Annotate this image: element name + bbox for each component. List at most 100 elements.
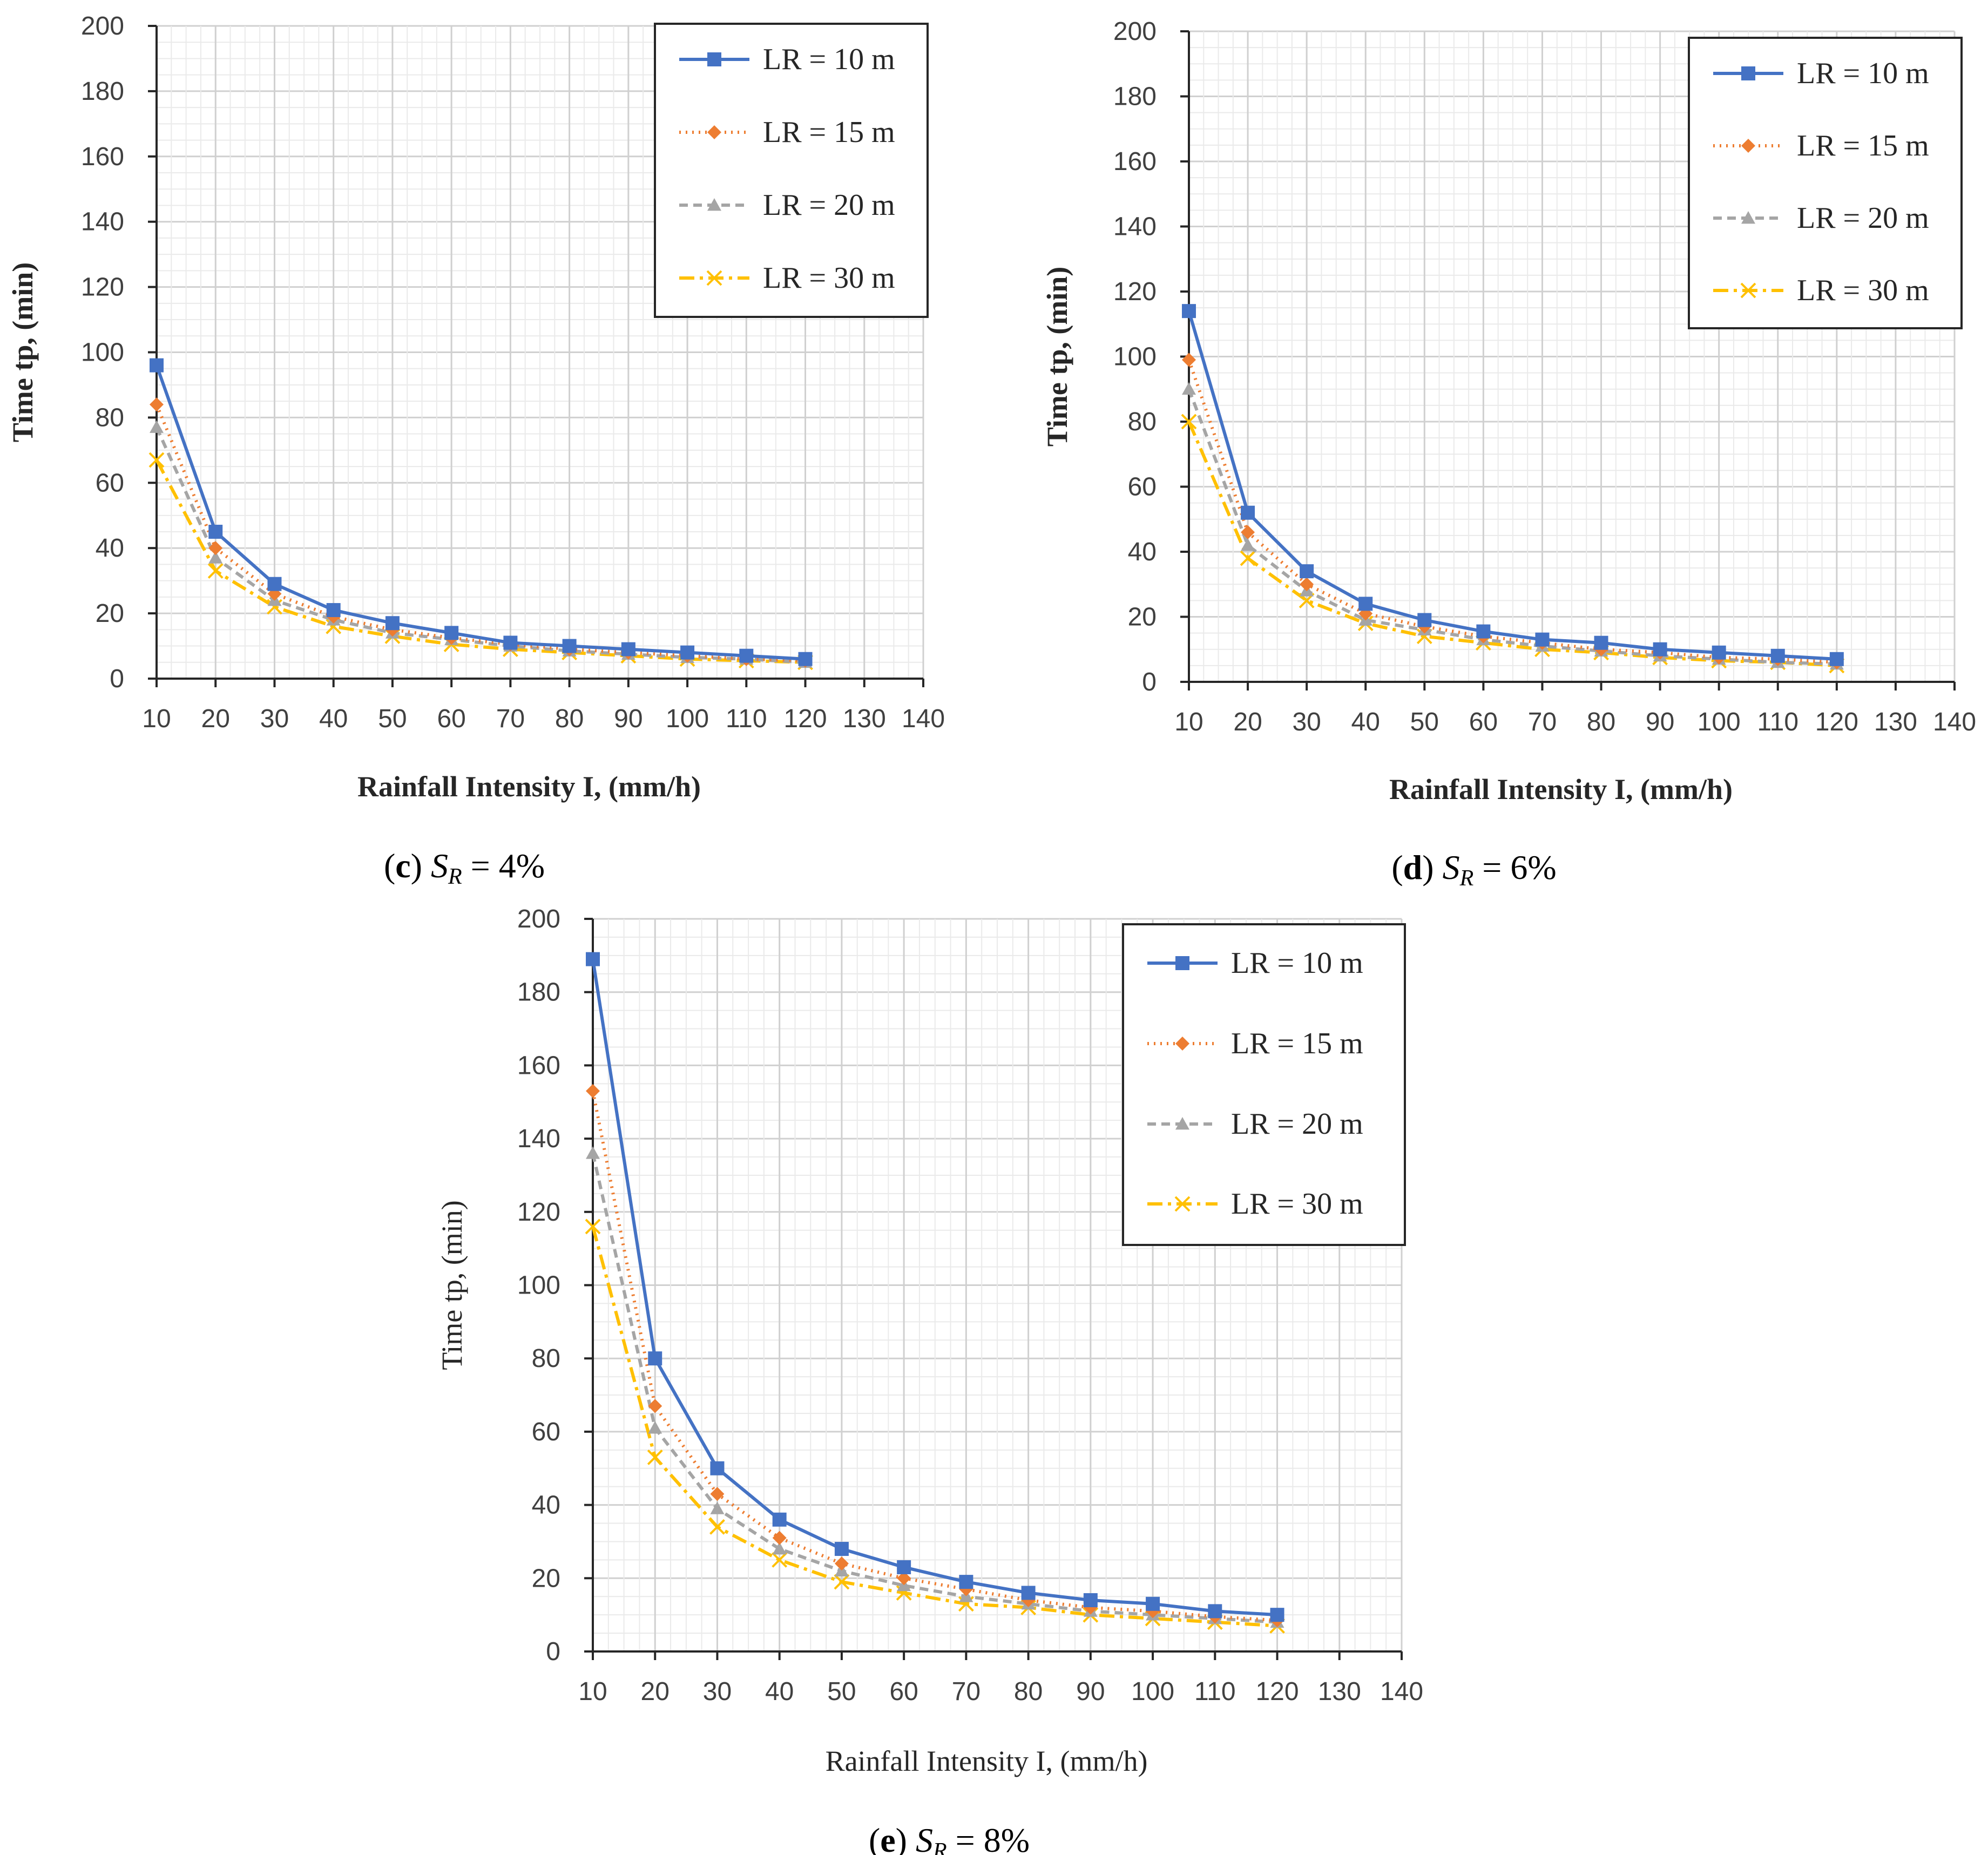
- legend-swatch-marker: [1175, 1037, 1189, 1051]
- chart-panel-d: 0 20 40 60 80 100 120 140 160 180 200 10 20 30 40 50 60 7…: [1041, 17, 1976, 891]
- y-tick-label: 140: [1113, 213, 1157, 241]
- x-tick-label: 50: [378, 705, 407, 733]
- series-3: [586, 1146, 1284, 1628]
- y-tick-label: 0: [546, 1637, 560, 1666]
- data-point: [834, 1574, 850, 1590]
- legend-swatch-marker: [707, 52, 721, 66]
- data-point: [710, 1461, 725, 1475]
- data-point: [1146, 1596, 1160, 1611]
- x-tick-label: 40: [1351, 708, 1380, 736]
- data-point: [148, 452, 165, 468]
- x-tick-label: 140: [902, 705, 945, 733]
- y-tick-label: 160: [517, 1051, 560, 1080]
- x-axis-title: Rainfall Intensity I, (mm/h): [357, 770, 701, 803]
- y-tick-label: 140: [81, 208, 124, 236]
- series-line: [591, 1153, 1277, 1624]
- series-1: [150, 358, 813, 666]
- y-axis-title: Time tp, (min): [436, 1200, 468, 1370]
- legend-item: LR = 10 m: [1713, 57, 1929, 90]
- y-tick-label: 0: [110, 665, 124, 693]
- x-tick-label: 10: [142, 705, 171, 733]
- x-tick-label: 120: [1815, 708, 1858, 736]
- data-point: [503, 635, 518, 650]
- series-1: [586, 952, 1284, 1622]
- y-tick-label: 40: [532, 1491, 560, 1520]
- x-tick-label: 90: [1076, 1677, 1105, 1706]
- data-point: [1182, 353, 1196, 367]
- data-point: [897, 1560, 911, 1574]
- legend-label: LR = 15 m: [763, 116, 895, 149]
- legend-label: LR = 10 m: [1797, 57, 1929, 90]
- series-group: [585, 952, 1285, 1634]
- data-point: [150, 420, 164, 433]
- x-tick-label: 140: [1380, 1677, 1423, 1706]
- data-point: [897, 1571, 911, 1586]
- data-point: [709, 1519, 725, 1535]
- y-tick-label: 40: [1128, 538, 1157, 566]
- data-point: [150, 397, 164, 412]
- x-tick-label: 100: [1131, 1677, 1174, 1706]
- legend-item: LR = 10 m: [679, 43, 895, 76]
- legend-item: LR = 20 m: [1713, 201, 1929, 235]
- data-point: [1241, 538, 1255, 551]
- data-point: [326, 603, 341, 618]
- legend-label: LR = 10 m: [1231, 946, 1363, 980]
- y-tick-label: 20: [532, 1564, 560, 1593]
- data-point: [798, 652, 813, 666]
- y-tick-label: 180: [1113, 83, 1157, 111]
- legend-item: LR = 15 m: [679, 116, 895, 149]
- series-line: [155, 364, 806, 661]
- legend-item: LR = 20 m: [1147, 1107, 1363, 1141]
- series-line: [591, 1091, 1277, 1622]
- legend-item: LR = 15 m: [1713, 129, 1929, 163]
- data-point: [1476, 624, 1491, 639]
- data-point: [772, 1512, 787, 1527]
- data-point: [1653, 642, 1667, 656]
- x-axis-title: Rainfall Intensity I, (mm/h): [1389, 773, 1733, 805]
- y-tick-label: 60: [532, 1418, 560, 1446]
- data-point: [1241, 505, 1255, 520]
- data-point: [1182, 304, 1196, 319]
- data-point: [1208, 1604, 1222, 1619]
- y-tick-label: 180: [81, 77, 124, 106]
- x-axis-title: Rainfall Intensity I, (mm/h): [826, 1745, 1148, 1777]
- y-axis-title: Time tp, (min): [6, 262, 39, 443]
- legend-label: LR = 15 m: [1231, 1027, 1363, 1060]
- x-tick-label: 90: [1646, 708, 1674, 736]
- series-line: [1187, 388, 1837, 666]
- series-line: [155, 426, 806, 664]
- x-tick-label: 50: [1410, 708, 1439, 736]
- x-tick-label: 30: [1292, 708, 1321, 736]
- x-tick-label: 60: [889, 1677, 918, 1706]
- legend-label: LR = 30 m: [763, 261, 895, 295]
- x-tick-label: 60: [437, 705, 465, 733]
- legend-swatch-marker: [1174, 1196, 1191, 1212]
- y-tick-label: 100: [1113, 343, 1157, 371]
- y-tick-label: 40: [96, 534, 124, 563]
- y-tick-label: 120: [1113, 277, 1157, 306]
- series-line: [1187, 421, 1837, 667]
- data-point: [1770, 648, 1785, 663]
- x-tick-label: 40: [765, 1677, 794, 1706]
- x-tick-label: 30: [703, 1677, 732, 1706]
- data-point: [208, 551, 223, 564]
- data-point: [648, 1351, 662, 1366]
- series-line: [155, 459, 806, 664]
- y-tick-label: 60: [96, 469, 124, 497]
- data-point: [739, 648, 754, 663]
- series-1: [1182, 304, 1844, 666]
- data-point: [1270, 1608, 1284, 1622]
- data-point: [585, 1218, 601, 1235]
- legend-swatch-marker: [707, 125, 721, 139]
- legend-swatch-marker: [1740, 282, 1756, 299]
- data-point: [680, 645, 695, 660]
- y-tick-label: 160: [1113, 147, 1157, 176]
- legend-swatch-marker: [706, 270, 722, 286]
- x-tick-label: 130: [843, 705, 886, 733]
- y-tick-label: 120: [81, 273, 124, 302]
- data-point: [586, 1084, 600, 1098]
- legend-item: LR = 20 m: [679, 188, 895, 222]
- data-point: [1300, 564, 1314, 579]
- data-point: [586, 1146, 600, 1159]
- legend-label: LR = 30 m: [1231, 1187, 1363, 1221]
